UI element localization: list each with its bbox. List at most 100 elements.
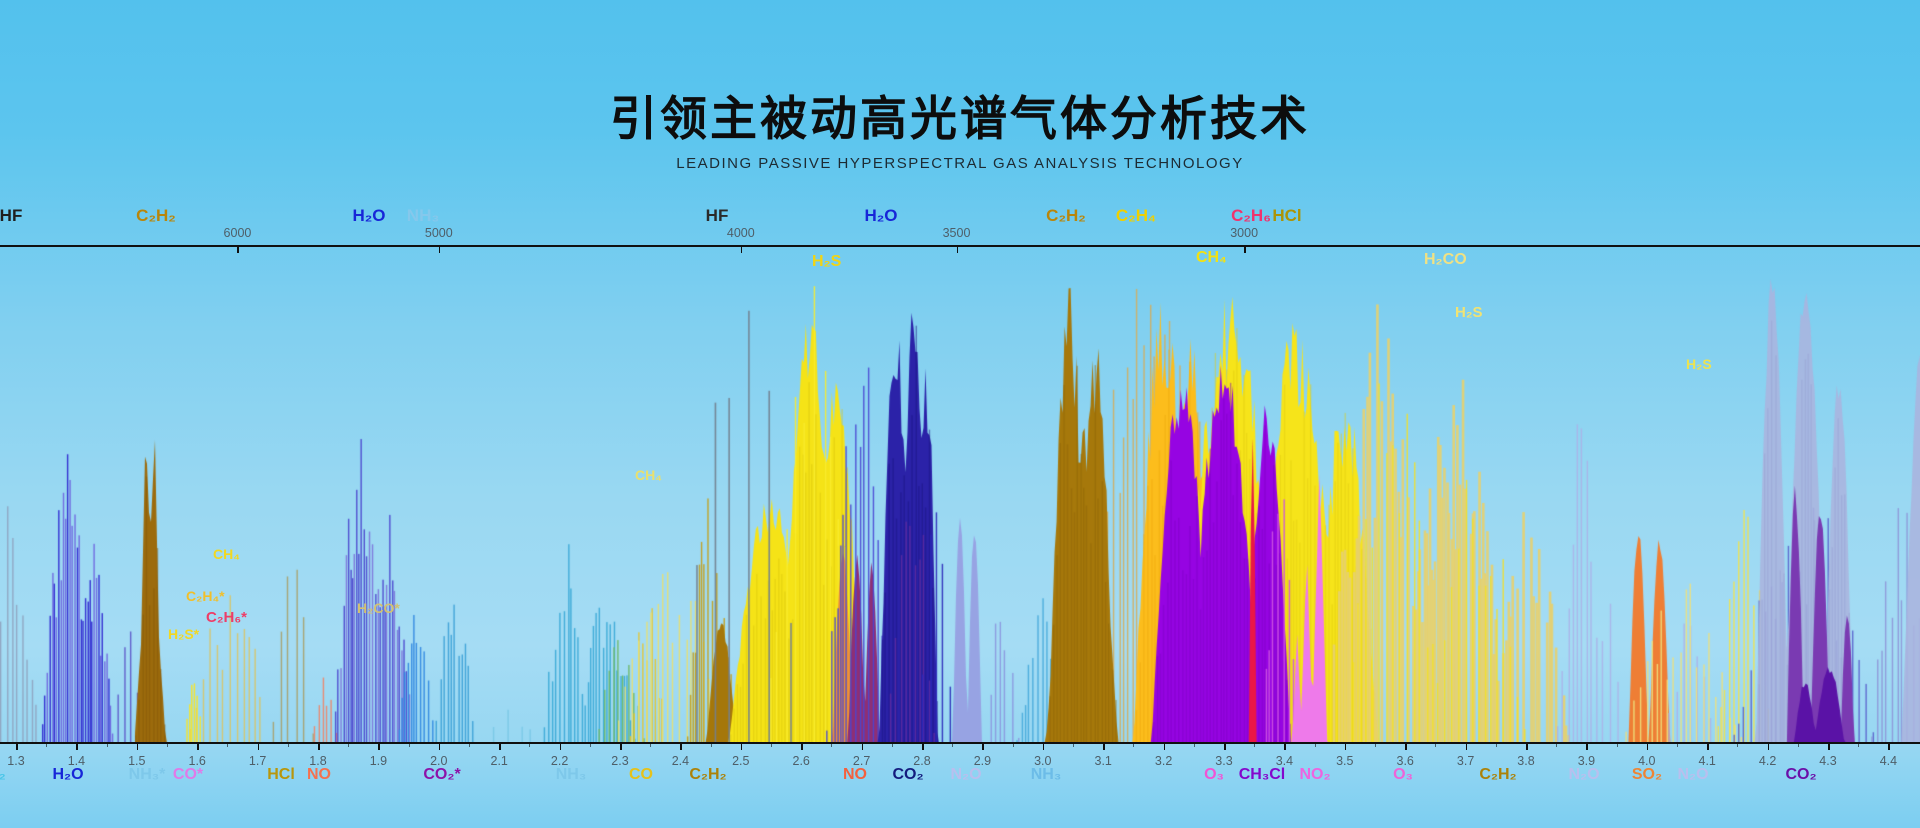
bottom-axis-tick bbox=[318, 744, 320, 751]
bottom-axis-molecule-label: HCl bbox=[267, 766, 295, 783]
bottom-axis-tick-label: 2.0 bbox=[430, 754, 448, 768]
bottom-axis-molecule-label: NH₃ bbox=[555, 766, 587, 783]
top-axis-tick bbox=[1244, 247, 1246, 254]
top-axis-tick-label: 3000 bbox=[1230, 226, 1259, 240]
bottom-axis-tick bbox=[1707, 744, 1709, 751]
bottom-axis-minor-tick bbox=[408, 744, 410, 748]
top-axis-molecule-label: H₂O bbox=[352, 206, 386, 225]
bottom-axis-molecule-label: N₂O bbox=[1568, 766, 1600, 783]
bottom-axis-minor-tick bbox=[1435, 744, 1437, 748]
band-annotation-label: H₂S* bbox=[168, 626, 200, 642]
bottom-axis-tick-label: 4.3 bbox=[1819, 754, 1837, 768]
bottom-axis-molecule-label: NH₃ bbox=[1030, 766, 1062, 783]
bottom-axis-tick bbox=[982, 744, 984, 751]
bottom-axis-minor-tick bbox=[167, 744, 168, 748]
band-annotation-label: C₂H₄* bbox=[186, 588, 225, 604]
bottom-axis-molecule-label: CO₂* bbox=[423, 766, 461, 783]
top-axis-tick bbox=[237, 247, 239, 254]
bottom-axis-minor-tick bbox=[469, 744, 470, 748]
bottom-axis-tick-label: 2.1 bbox=[490, 754, 508, 768]
bottom-axis-molecule-label: NO₂ bbox=[1299, 766, 1331, 783]
bottom-axis-minor-tick bbox=[529, 744, 531, 748]
top-axis-tick-label: 5000 bbox=[424, 226, 453, 240]
bottom-axis-tick bbox=[1828, 744, 1830, 751]
bottom-axis-minor-tick bbox=[1858, 744, 1860, 748]
bottom-axis-tick-label: 3.2 bbox=[1154, 754, 1173, 768]
bottom-axis-tick bbox=[801, 744, 803, 751]
bottom-axis-tick-label: 2.9 bbox=[973, 754, 992, 768]
bottom-axis-line bbox=[0, 742, 1920, 745]
band-annotation-label: H₂S bbox=[1455, 304, 1483, 321]
bottom-axis-tick bbox=[1767, 744, 1770, 751]
bottom-axis-tick-label: 3.7 bbox=[1456, 754, 1475, 768]
bottom-axis-minor-tick bbox=[1193, 744, 1195, 748]
bottom-axis-minor-tick bbox=[287, 744, 289, 748]
bottom-axis-tick-label: 3.4 bbox=[1275, 754, 1294, 768]
bottom-axis-tick-label: 3.6 bbox=[1396, 754, 1414, 768]
top-axis-tick bbox=[956, 247, 958, 254]
bottom-axis-minor-tick bbox=[1616, 744, 1618, 748]
bottom-axis-minor-tick bbox=[46, 744, 48, 748]
band-annotation-label: H₂S bbox=[812, 253, 842, 270]
bottom-axis-tick-label: 2.5 bbox=[732, 754, 750, 768]
bottom-axis-tick bbox=[1042, 744, 1045, 751]
bottom-axis-molecule-label: NO bbox=[843, 766, 867, 783]
bottom-axis-minor-tick bbox=[106, 744, 108, 748]
bottom-axis-tick-label: 4.2 bbox=[1758, 754, 1777, 768]
bottom-axis-molecule-label: O₃ bbox=[1204, 766, 1224, 783]
bottom-axis-minor-tick bbox=[1677, 744, 1678, 748]
bottom-axis-minor-tick bbox=[710, 744, 712, 748]
bottom-axis-tick bbox=[1646, 744, 1649, 751]
bottom-axis-tick bbox=[1888, 744, 1890, 751]
bottom-axis-tick-label: 2.8 bbox=[913, 754, 931, 768]
band-annotation-label: CH₄ bbox=[213, 546, 240, 562]
bottom-axis-tick-label: 3.5 bbox=[1336, 754, 1354, 768]
top-axis-tick bbox=[438, 247, 441, 254]
bottom-axis-tick bbox=[1163, 744, 1166, 751]
bottom-axis-tick-label: 2.2 bbox=[550, 754, 569, 768]
bottom-axis-tick-label: 3.9 bbox=[1577, 754, 1596, 768]
bottom-axis-minor-tick bbox=[227, 744, 229, 748]
bottom-axis-tick bbox=[740, 744, 743, 751]
bottom-axis-tick bbox=[197, 744, 199, 751]
bottom-axis-minor-tick bbox=[1737, 744, 1739, 748]
top-axis-tick-label: 6000 bbox=[223, 226, 252, 240]
top-axis-molecule-label: HCl bbox=[1272, 206, 1302, 225]
bottom-axis-tick bbox=[1465, 744, 1468, 751]
bottom-axis-tick bbox=[1405, 744, 1407, 751]
bottom-axis-tick bbox=[499, 744, 501, 751]
bottom-axis-tick-label: 2.3 bbox=[611, 754, 629, 768]
bottom-axis-minor-tick bbox=[1073, 744, 1074, 748]
bottom-axis-tick bbox=[438, 744, 441, 751]
bottom-axis-tick-label: 1.4 bbox=[67, 754, 86, 768]
top-axis-line bbox=[0, 245, 1920, 248]
bottom-axis-tick-label: 3.1 bbox=[1094, 754, 1112, 768]
bottom-axis-tick bbox=[620, 744, 622, 751]
band-annotation-label: H₂S bbox=[1686, 356, 1712, 372]
bottom-axis-minor-tick bbox=[1556, 744, 1558, 748]
bottom-axis-minor-tick bbox=[952, 744, 954, 748]
bottom-axis-minor-tick bbox=[1012, 744, 1014, 748]
band-annotation-label: H₂CO bbox=[1424, 251, 1467, 268]
bottom-axis-tick-label: 1.6 bbox=[188, 754, 206, 768]
top-axis-tick bbox=[740, 247, 743, 254]
top-axis-molecule-label: C₂H₄ bbox=[1115, 206, 1157, 225]
bottom-axis-molecule-label: NH₃* bbox=[128, 766, 166, 783]
bottom-axis-minor-tick bbox=[1133, 744, 1135, 748]
bottom-axis-molecule-label: CO bbox=[629, 766, 653, 783]
top-axis-molecule-label: H₂O bbox=[864, 206, 898, 225]
band-annotation-label: CH₄ bbox=[1196, 249, 1227, 266]
top-axis-molecule-label: NH₃ bbox=[406, 206, 440, 225]
bottom-axis-molecule-label: O₃ bbox=[1393, 766, 1413, 783]
bottom-axis-tick-label: 2.4 bbox=[671, 754, 690, 768]
top-axis-molecule-label: C₂H₂ bbox=[136, 206, 176, 225]
bottom-axis-tick-label: 1.3 bbox=[7, 754, 25, 768]
bottom-axis-tick bbox=[76, 744, 78, 751]
bottom-axis-molecule-label: N₂O bbox=[950, 766, 982, 783]
bottom-axis-molecule-label: O₂ bbox=[0, 766, 6, 783]
bottom-axis-tick-label: 1.7 bbox=[248, 754, 267, 768]
bottom-axis-tick-label: 1.9 bbox=[369, 754, 388, 768]
bottom-axis-tick-label: 4.4 bbox=[1879, 754, 1898, 768]
